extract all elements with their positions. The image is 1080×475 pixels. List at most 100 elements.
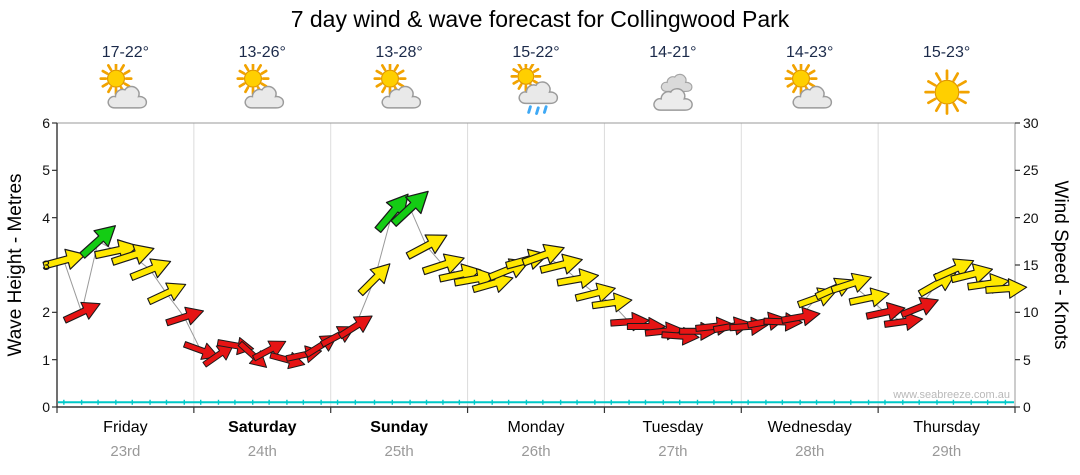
day-label: Wednesday — [767, 419, 852, 436]
wind-arrow — [252, 340, 287, 362]
left-axis-tick-label: 1 — [42, 351, 50, 368]
cloud-shape — [244, 85, 285, 109]
weather-icon — [919, 64, 975, 118]
sun-ray — [529, 62, 535, 70]
sun-ray — [120, 64, 126, 72]
weather-icon-partly-cloudy — [99, 62, 148, 109]
day-label: Sunday — [370, 419, 428, 436]
day-temp: 14-21° — [649, 44, 697, 61]
sun-ray — [260, 69, 268, 75]
wind-arrow — [110, 243, 155, 266]
wind-arrow — [830, 272, 872, 294]
weather-icon-cloudy — [653, 73, 693, 111]
sun-ray — [397, 69, 405, 75]
wind-arrow — [521, 243, 565, 267]
sun-ray — [101, 69, 109, 75]
day-date: 27th — [658, 443, 688, 460]
right-axis-tick-label: 0 — [1023, 399, 1031, 415]
day-date: 29th — [931, 443, 962, 460]
day-date: 25th — [384, 443, 414, 460]
weather-icon-showers — [510, 60, 559, 115]
left-axis-tick-label: 0 — [42, 399, 50, 415]
left-axis-tick-label: 5 — [42, 162, 50, 179]
sun-ray — [260, 82, 268, 88]
wind-arrow — [79, 225, 117, 259]
sun-ray — [123, 69, 131, 75]
sun-ray — [257, 64, 263, 72]
sun-ray — [956, 80, 967, 87]
sun-ray — [951, 72, 959, 82]
day-date: 24th — [247, 443, 277, 460]
day-temp: 15-23° — [922, 44, 971, 61]
left-axis-tick-label: 3 — [42, 257, 50, 273]
wind-arrow — [147, 282, 187, 306]
day-temp: 14-23° — [786, 44, 834, 61]
left-axis-title: Wave Height - Metres — [5, 173, 26, 357]
wind-arrow — [574, 282, 616, 303]
wind-arrow — [62, 301, 101, 324]
wind-arrow — [165, 306, 205, 327]
sun-ray — [512, 79, 519, 85]
sun-ray — [244, 64, 250, 72]
weather-icon-sunny — [923, 69, 970, 115]
weather-icon — [97, 62, 153, 118]
day-label: Thursday — [913, 419, 980, 436]
wind-arrow — [129, 258, 172, 281]
cloud-shape — [381, 85, 422, 109]
weather-icon-partly-cloudy — [784, 62, 832, 109]
sun-ray — [532, 67, 540, 73]
wind-arrow — [421, 253, 465, 276]
cloud-shape — [518, 81, 559, 105]
wind-arrow — [900, 297, 939, 319]
sun-ray — [238, 69, 246, 75]
wind-arrow — [865, 301, 906, 322]
sun-ray — [381, 64, 387, 72]
sun-shape — [517, 67, 535, 85]
sun-shape — [934, 79, 959, 105]
cloud-shape — [107, 85, 148, 109]
day-label: Friday — [103, 419, 148, 436]
wind-arrow — [591, 292, 633, 313]
sun-ray — [956, 97, 967, 105]
right-axis-title: Wind Speed - Knots — [1050, 180, 1071, 350]
right-axis-tick-label: 10 — [1023, 304, 1039, 321]
wind-arrow — [202, 343, 235, 368]
sun-ray — [381, 86, 387, 94]
day-temp: 13-26° — [238, 44, 286, 61]
sun-ray — [101, 82, 109, 88]
wind-arrow — [848, 287, 890, 308]
sun-ray — [934, 72, 942, 82]
day-date: 23rd — [110, 443, 141, 460]
page-title: 7 day wind & wave forecast for Collingwo… — [290, 6, 790, 32]
wind-arrow — [357, 263, 391, 297]
wind-arrow — [950, 263, 994, 284]
wind-arrow — [780, 306, 821, 327]
wind-arrow — [405, 234, 448, 260]
sun-ray — [517, 62, 523, 70]
day-label: Tuesday — [642, 419, 704, 436]
sun-ray — [107, 86, 113, 94]
day-label: Monday — [507, 419, 565, 436]
wind-arrow — [556, 268, 600, 289]
sun-ray — [786, 82, 794, 88]
sun-ray — [397, 82, 405, 88]
sun-ray — [791, 86, 797, 94]
sun-ray — [517, 83, 523, 90]
sun-ray — [808, 82, 816, 88]
left-axis-tick-label: 6 — [42, 115, 50, 131]
watermark: www.seabreeze.com.au — [893, 389, 1010, 401]
wind-arrow — [42, 248, 87, 270]
sun-ray — [791, 64, 797, 72]
weather-icon-partly-cloudy — [373, 62, 422, 109]
weather-icon — [645, 64, 701, 118]
sun-ray — [375, 69, 383, 75]
wind-arrow — [932, 258, 975, 282]
wind-arrow — [337, 315, 373, 340]
sun-ray — [375, 82, 383, 88]
day-date: 28th — [795, 443, 825, 460]
cloud-shape — [792, 85, 832, 109]
sun-ray — [804, 64, 810, 72]
wind-arrow — [883, 311, 924, 331]
